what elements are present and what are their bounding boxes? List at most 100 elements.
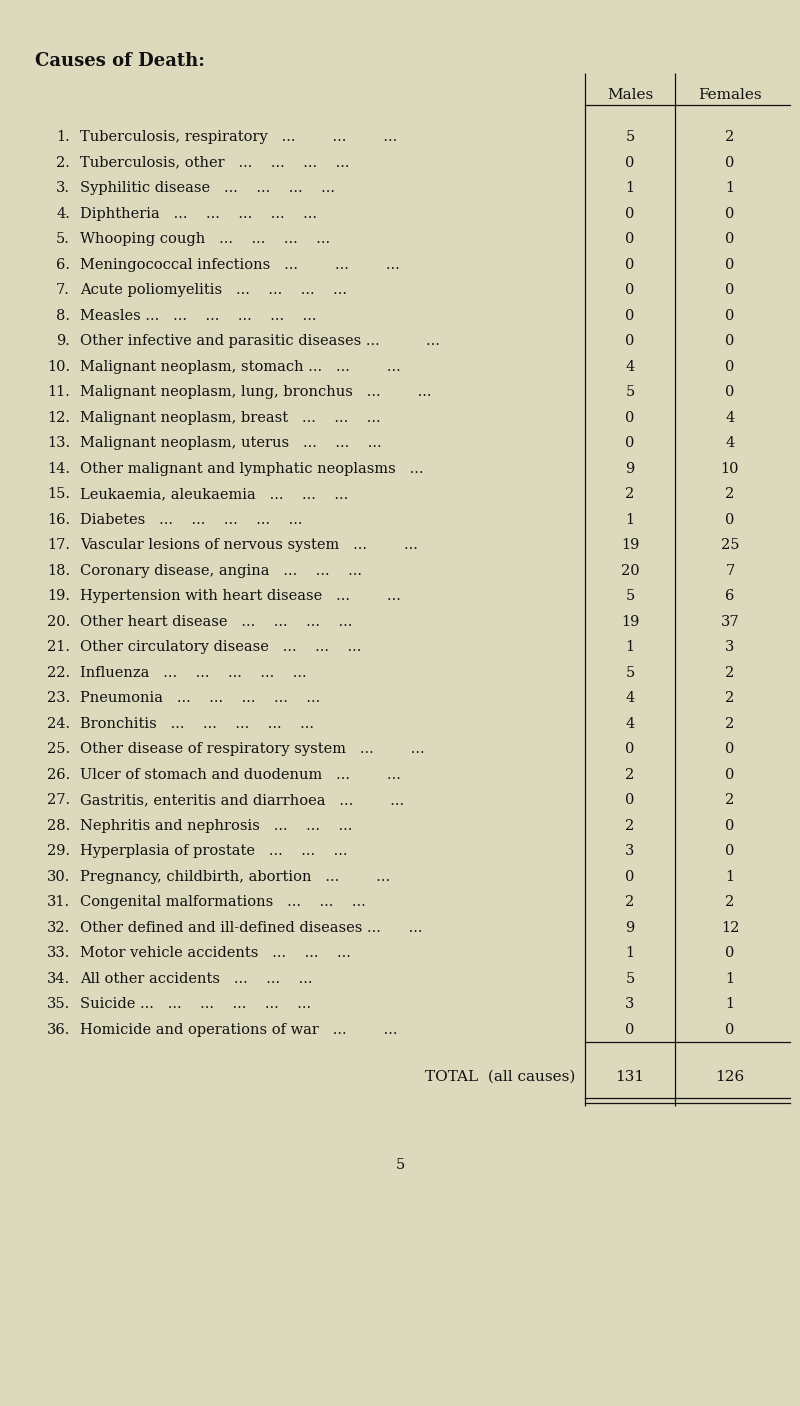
Text: 1: 1 — [626, 640, 634, 654]
Text: 34.: 34. — [46, 972, 70, 986]
Text: Bronchitis   ...    ...    ...    ...    ...: Bronchitis ... ... ... ... ... — [80, 717, 314, 731]
Text: 26.: 26. — [46, 768, 70, 782]
Text: 0: 0 — [726, 818, 734, 832]
Text: TOTAL  (all causes): TOTAL (all causes) — [425, 1070, 575, 1084]
Text: 2: 2 — [726, 793, 734, 807]
Text: 0: 0 — [726, 768, 734, 782]
Text: 6.: 6. — [56, 257, 70, 271]
Text: Other heart disease   ...    ...    ...    ...: Other heart disease ... ... ... ... — [80, 614, 352, 628]
Text: Gastritis, enteritis and diarrhoea   ...        ...: Gastritis, enteritis and diarrhoea ... .… — [80, 793, 404, 807]
Text: 2: 2 — [626, 896, 634, 910]
Text: 0: 0 — [726, 283, 734, 297]
Text: 7.: 7. — [56, 283, 70, 297]
Text: Other infective and parasitic diseases ...          ...: Other infective and parasitic diseases .… — [80, 335, 440, 349]
Text: 5: 5 — [626, 665, 634, 679]
Text: 18.: 18. — [47, 564, 70, 578]
Text: 10: 10 — [721, 461, 739, 475]
Text: 9: 9 — [626, 921, 634, 935]
Text: 3: 3 — [626, 844, 634, 858]
Text: 5: 5 — [395, 1159, 405, 1173]
Text: 0: 0 — [726, 257, 734, 271]
Text: 19.: 19. — [47, 589, 70, 603]
Text: 6: 6 — [726, 589, 734, 603]
Text: 1.: 1. — [56, 129, 70, 143]
Text: 0: 0 — [726, 156, 734, 170]
Text: 5: 5 — [626, 589, 634, 603]
Text: Acute poliomyelitis   ...    ...    ...    ...: Acute poliomyelitis ... ... ... ... — [80, 283, 347, 297]
Text: Tuberculosis, respiratory   ...        ...        ...: Tuberculosis, respiratory ... ... ... — [80, 129, 398, 143]
Text: 2: 2 — [726, 717, 734, 731]
Text: 32.: 32. — [46, 921, 70, 935]
Text: 3.: 3. — [56, 181, 70, 195]
Text: 0: 0 — [726, 742, 734, 756]
Text: Vascular lesions of nervous system   ...        ...: Vascular lesions of nervous system ... .… — [80, 538, 418, 553]
Text: 16.: 16. — [47, 513, 70, 526]
Text: Other malignant and lymphatic neoplasms   ...: Other malignant and lymphatic neoplasms … — [80, 461, 423, 475]
Text: 9: 9 — [626, 461, 634, 475]
Text: Diabetes   ...    ...    ...    ...    ...: Diabetes ... ... ... ... ... — [80, 513, 302, 526]
Text: 28.: 28. — [46, 818, 70, 832]
Text: 4: 4 — [726, 436, 734, 450]
Text: Other disease of respiratory system   ...        ...: Other disease of respiratory system ... … — [80, 742, 425, 756]
Text: 0: 0 — [626, 308, 634, 322]
Text: 13.: 13. — [47, 436, 70, 450]
Text: 0: 0 — [726, 946, 734, 960]
Text: Homicide and operations of war   ...        ...: Homicide and operations of war ... ... — [80, 1022, 398, 1036]
Text: 0: 0 — [626, 232, 634, 246]
Text: 126: 126 — [715, 1070, 745, 1084]
Text: 0: 0 — [726, 844, 734, 858]
Text: 0: 0 — [626, 1022, 634, 1036]
Text: Suicide ...   ...    ...    ...    ...    ...: Suicide ... ... ... ... ... ... — [80, 997, 311, 1011]
Text: 27.: 27. — [47, 793, 70, 807]
Text: 0: 0 — [726, 232, 734, 246]
Text: Syphilitic disease   ...    ...    ...    ...: Syphilitic disease ... ... ... ... — [80, 181, 335, 195]
Text: Malignant neoplasm, lung, bronchus   ...        ...: Malignant neoplasm, lung, bronchus ... .… — [80, 385, 431, 399]
Text: 0: 0 — [626, 156, 634, 170]
Text: 36.: 36. — [46, 1022, 70, 1036]
Text: 0: 0 — [626, 411, 634, 425]
Text: Females: Females — [698, 89, 762, 103]
Text: Hyperplasia of prostate   ...    ...    ...: Hyperplasia of prostate ... ... ... — [80, 844, 347, 858]
Text: Influenza   ...    ...    ...    ...    ...: Influenza ... ... ... ... ... — [80, 665, 306, 679]
Text: 1: 1 — [626, 181, 634, 195]
Text: 20.: 20. — [46, 614, 70, 628]
Text: 0: 0 — [626, 207, 634, 221]
Text: 4: 4 — [626, 690, 634, 704]
Text: Tuberculosis, other   ...    ...    ...    ...: Tuberculosis, other ... ... ... ... — [80, 156, 350, 170]
Text: Motor vehicle accidents   ...    ...    ...: Motor vehicle accidents ... ... ... — [80, 946, 351, 960]
Text: Hypertension with heart disease   ...        ...: Hypertension with heart disease ... ... — [80, 589, 401, 603]
Text: 0: 0 — [626, 742, 634, 756]
Text: 21.: 21. — [47, 640, 70, 654]
Text: 0: 0 — [726, 207, 734, 221]
Text: 0: 0 — [726, 1022, 734, 1036]
Text: Other circulatory disease   ...    ...    ...: Other circulatory disease ... ... ... — [80, 640, 362, 654]
Text: 8.: 8. — [56, 308, 70, 322]
Text: Pregnancy, childbirth, abortion   ...        ...: Pregnancy, childbirth, abortion ... ... — [80, 869, 390, 883]
Text: 0: 0 — [726, 385, 734, 399]
Text: Leukaemia, aleukaemia   ...    ...    ...: Leukaemia, aleukaemia ... ... ... — [80, 486, 348, 501]
Text: 7: 7 — [726, 564, 734, 578]
Text: 31.: 31. — [47, 896, 70, 910]
Text: 4.: 4. — [56, 207, 70, 221]
Text: 1: 1 — [726, 972, 734, 986]
Text: Diphtheria   ...    ...    ...    ...    ...: Diphtheria ... ... ... ... ... — [80, 207, 317, 221]
Text: 5: 5 — [626, 129, 634, 143]
Text: 2: 2 — [626, 818, 634, 832]
Text: 2.: 2. — [56, 156, 70, 170]
Text: 5: 5 — [626, 972, 634, 986]
Text: Ulcer of stomach and duodenum   ...        ...: Ulcer of stomach and duodenum ... ... — [80, 768, 401, 782]
Text: Measles ...   ...    ...    ...    ...    ...: Measles ... ... ... ... ... ... — [80, 308, 317, 322]
Text: 14.: 14. — [47, 461, 70, 475]
Text: 0: 0 — [626, 283, 634, 297]
Text: 1: 1 — [626, 513, 634, 526]
Text: 10.: 10. — [47, 360, 70, 374]
Text: 22.: 22. — [47, 665, 70, 679]
Text: 2: 2 — [726, 486, 734, 501]
Text: Malignant neoplasm, stomach ...   ...        ...: Malignant neoplasm, stomach ... ... ... — [80, 360, 401, 374]
Text: All other accidents   ...    ...    ...: All other accidents ... ... ... — [80, 972, 313, 986]
Text: 2: 2 — [626, 486, 634, 501]
Text: 0: 0 — [726, 360, 734, 374]
Text: 0: 0 — [626, 335, 634, 349]
Text: 23.: 23. — [46, 690, 70, 704]
Text: Malignant neoplasm, breast   ...    ...    ...: Malignant neoplasm, breast ... ... ... — [80, 411, 381, 425]
